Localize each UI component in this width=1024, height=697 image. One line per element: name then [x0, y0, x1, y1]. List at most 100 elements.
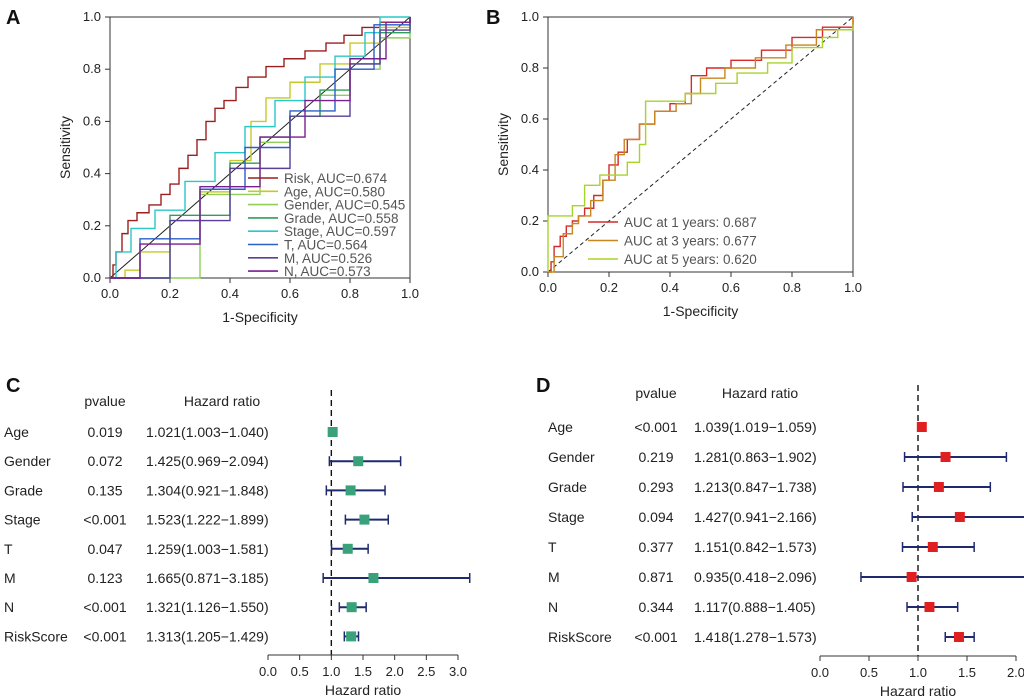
- reference-diagonal: [547, 16, 854, 273]
- row-pvalue: 0.019: [87, 424, 122, 440]
- panel-label: C: [6, 375, 20, 397]
- y-tick-label: 0.2: [83, 218, 101, 233]
- row-label: Stage: [548, 509, 585, 525]
- x-tick-label: 0.0: [539, 280, 557, 295]
- hr-marker: [953, 632, 964, 642]
- y-tick-label: 1.0: [83, 9, 101, 24]
- row-label: T: [548, 539, 557, 555]
- row-pvalue: 0.123: [87, 570, 122, 586]
- legend-entry: AUC at 1 years: 0.687: [624, 215, 757, 230]
- y-tick-label: 0.2: [521, 213, 539, 228]
- x-tick-label: 2.5: [417, 664, 435, 679]
- hr-marker: [368, 573, 379, 583]
- hr-marker: [927, 542, 938, 552]
- row-pvalue: 0.072: [87, 453, 122, 469]
- forest-plot-c: pvalue Hazard ratio Age 0.019 1.021(1.003−1.…: [4, 390, 471, 697]
- row-pvalue: 0.135: [87, 482, 122, 498]
- column-header-hazard-ratio: Hazard ratio: [722, 385, 798, 401]
- y-tick-label: 0.6: [521, 111, 539, 126]
- y-tick-label: 0.4: [521, 162, 539, 177]
- row-hazard-ratio: 1.021(1.003−1.040): [146, 424, 269, 440]
- x-tick-label: 2.0: [386, 664, 404, 679]
- roc-curve: [548, 17, 854, 273]
- row-label: Grade: [4, 482, 43, 498]
- x-tick-label: 1.0: [909, 665, 927, 680]
- y-axis-label: Sensitivity: [57, 116, 73, 179]
- y-tick-label: 1.0: [521, 9, 539, 24]
- hr-marker: [954, 512, 965, 522]
- plot-frame: [547, 16, 854, 273]
- x-tick-label: 0.0: [101, 286, 119, 301]
- y-tick-label: 0.0: [83, 270, 101, 285]
- row-label: Gender: [548, 449, 595, 465]
- x-axis-label: Hazard ratio: [325, 682, 401, 697]
- row-label: RiskScore: [548, 629, 612, 645]
- row-hazard-ratio: 1.427(0.941−2.166): [694, 509, 817, 525]
- row-label: Age: [548, 419, 573, 435]
- column-header-hazard-ratio: Hazard ratio: [184, 393, 260, 409]
- row-label: M: [548, 569, 560, 585]
- x-tick-label: 0.0: [811, 665, 829, 680]
- row-label: Stage: [4, 512, 41, 528]
- row-label: Age: [4, 424, 29, 440]
- roc-chart-b: 0.0 0.2 0.4 0.6 0.8 1.0 0.0 0.2 0.4 0.6 0.8 1.0 1-Sp…: [495, 9, 862, 319]
- row-pvalue: 0.377: [638, 539, 673, 555]
- x-tick-label: 0.6: [722, 280, 740, 295]
- legend-entry: Risk, AUC=0.674: [284, 171, 388, 186]
- row-pvalue: <0.001: [83, 628, 126, 644]
- column-header-pvalue: pvalue: [84, 393, 125, 409]
- legend-entry: M, AUC=0.526: [284, 251, 372, 266]
- hr-marker: [940, 452, 951, 462]
- row-label: N: [548, 599, 558, 615]
- hr-marker: [924, 602, 935, 612]
- hr-marker: [933, 482, 944, 492]
- row-pvalue: 0.047: [87, 541, 122, 557]
- row-hazard-ratio: 1.039(1.019−1.059): [694, 419, 817, 435]
- y-tick-label: 0.8: [83, 61, 101, 76]
- row-hazard-ratio: 1.523(1.222−1.899): [146, 512, 269, 528]
- row-hazard-ratio: 1.259(1.003−1.581): [146, 541, 269, 557]
- row-label: M: [4, 570, 16, 586]
- hr-marker: [916, 422, 927, 432]
- roc-curve: [110, 17, 411, 279]
- x-tick-label: 0.8: [783, 280, 801, 295]
- x-tick-label: 0.6: [281, 286, 299, 301]
- row-pvalue: 0.344: [638, 599, 673, 615]
- legend-entry: T, AUC=0.564: [284, 238, 368, 253]
- legend-entry: AUC at 3 years: 0.677: [624, 234, 757, 249]
- x-tick-label: 2.0: [1007, 665, 1024, 680]
- row-label: N: [4, 599, 14, 615]
- row-label: RiskScore: [4, 628, 68, 644]
- hr-marker: [346, 631, 357, 642]
- row-hazard-ratio: 0.935(0.418−2.096): [694, 569, 817, 585]
- row-pvalue: <0.001: [83, 512, 126, 528]
- row-hazard-ratio: 1.321(1.126−1.550): [146, 599, 269, 615]
- row-hazard-ratio: 1.304(0.921−1.848): [146, 482, 269, 498]
- roc-curve: [547, 24, 854, 272]
- row-hazard-ratio: 1.425(0.969−2.094): [146, 453, 269, 469]
- column-header-pvalue: pvalue: [635, 385, 676, 401]
- row-label: Grade: [548, 479, 587, 495]
- hr-marker: [346, 602, 357, 613]
- x-tick-label: 0.2: [161, 286, 179, 301]
- legend-entry: Stage, AUC=0.597: [284, 224, 396, 239]
- roc-chart-a: 0.0 0.2 0.4 0.6 0.8 1.0 0.0 0.2 0.4 0.6 0.8 1.0 1-Sp…: [57, 9, 419, 325]
- row-pvalue: <0.001: [83, 599, 126, 615]
- row-label: T: [4, 541, 13, 557]
- hr-marker: [906, 572, 917, 582]
- x-tick-label: 1.0: [401, 286, 419, 301]
- y-tick-label: 0.4: [83, 166, 101, 181]
- legend-entry: AUC at 5 years: 0.620: [624, 252, 757, 267]
- hr-marker: [345, 485, 356, 496]
- roc-curve: [110, 17, 411, 279]
- x-axis-label: 1-Specificity: [663, 303, 738, 319]
- x-tick-label: 0.5: [860, 665, 878, 680]
- hr-marker: [359, 514, 370, 525]
- row-pvalue: 0.293: [638, 479, 673, 495]
- x-tick-label: 0.4: [221, 286, 239, 301]
- legend-entry: Gender, AUC=0.545: [284, 198, 405, 213]
- row-hazard-ratio: 1.665(0.871−3.185): [146, 570, 269, 586]
- roc-curve: [548, 17, 854, 273]
- hr-marker: [327, 427, 338, 437]
- roc-curve: [110, 16, 410, 279]
